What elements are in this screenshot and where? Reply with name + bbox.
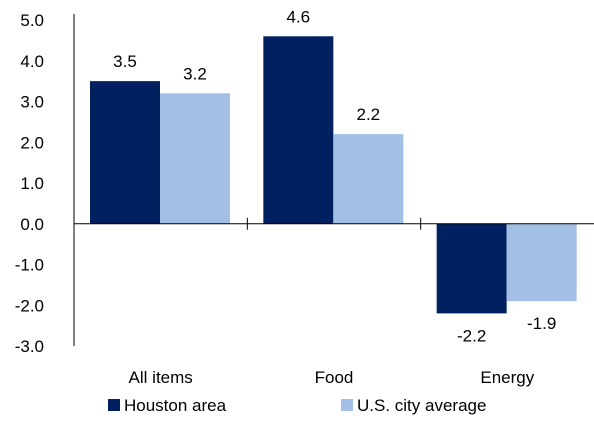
axes — [73, 14, 594, 346]
y-tick-label: 4.0 — [20, 52, 44, 71]
data-label: 3.5 — [113, 52, 137, 71]
legend-label: U.S. city average — [357, 396, 486, 415]
bar-houston-area-energy — [436, 223, 507, 314]
bar-houston-area-food — [263, 36, 334, 224]
y-tick-label: 2.0 — [20, 133, 44, 152]
y-tick-label: 5.0 — [20, 11, 44, 30]
x-category-label: All items — [129, 368, 193, 387]
y-tick-label: 0.0 — [20, 215, 44, 234]
data-labels: 3.5 4.6 -2.2 3.2 2.2 -1.9 — [113, 7, 556, 345]
bar-us-city-average-all-items — [160, 93, 230, 224]
data-label: -2.2 — [457, 326, 486, 345]
y-tick-label: -1.0 — [15, 256, 44, 275]
y-tick-label: -3.0 — [15, 337, 44, 356]
legend-label: Houston area — [124, 396, 227, 415]
x-category-label: Energy — [480, 368, 534, 387]
bar-houston-area-all-items — [90, 81, 160, 224]
x-category-label: Food — [315, 368, 354, 387]
data-label: 3.2 — [183, 64, 207, 83]
y-tick-label: 1.0 — [20, 174, 44, 193]
y-tick-label: -2.0 — [15, 296, 44, 315]
data-label: -1.9 — [527, 314, 556, 333]
bar-us-city-average-energy — [506, 223, 577, 302]
legend-swatch-us-city-average — [341, 399, 353, 411]
x-axis-labels: All items Food Energy — [129, 368, 535, 387]
legend-swatch-houston-area — [108, 399, 120, 411]
data-label: 2.2 — [357, 105, 381, 124]
bars — [90, 36, 577, 314]
y-axis-ticks: 5.0 4.0 3.0 2.0 1.0 0.0 -1.0 -2.0 -3.0 — [15, 11, 44, 356]
y-tick-label: 3.0 — [20, 93, 44, 112]
legend: Houston area U.S. city average — [108, 396, 486, 415]
bar-us-city-average-food — [333, 134, 404, 224]
data-label: 4.6 — [287, 7, 311, 26]
